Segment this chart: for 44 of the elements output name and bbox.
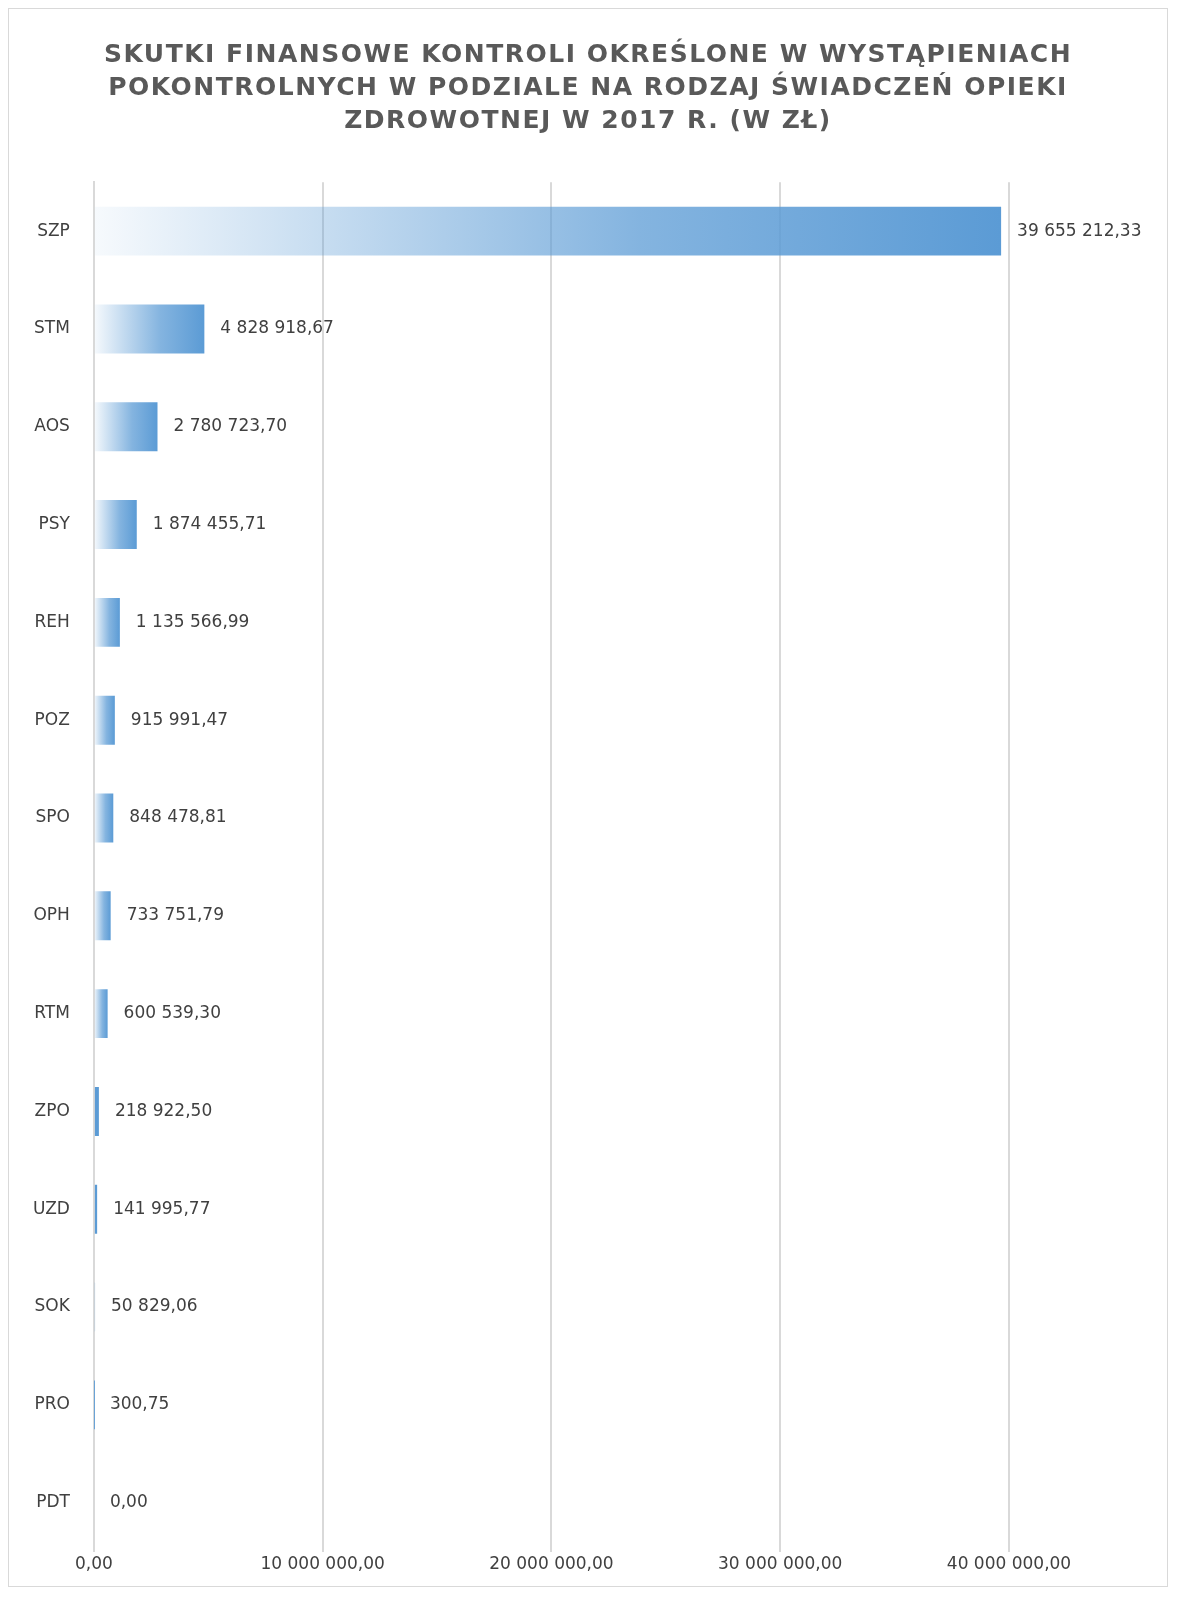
y-tick-label: ZPO	[34, 1099, 70, 1120]
data-label: 4 828 918,67	[220, 317, 334, 338]
y-tick-label: POZ	[34, 708, 70, 729]
x-tick-label: 0,00	[74, 1553, 113, 1574]
y-tick-label: SZP	[37, 219, 70, 240]
data-label: 300,75	[109, 1393, 170, 1414]
bar	[94, 989, 108, 1039]
bar	[94, 304, 205, 354]
data-label: 733 751,79	[126, 904, 225, 925]
x-tick-label: 40 000 000,00	[946, 1553, 1072, 1574]
data-label: 218 922,50	[114, 1099, 213, 1120]
data-label: 0,00	[109, 1491, 148, 1512]
x-tick-label: 30 000 000,00	[718, 1553, 843, 1574]
x-tick-label: 20 000 000,00	[489, 1553, 614, 1574]
data-label: 2 780 723,70	[173, 415, 288, 436]
data-label: 915 991,47	[130, 708, 229, 729]
data-label: 600 539,30	[123, 1002, 221, 1023]
data-label: 1 874 455,71	[152, 512, 267, 533]
data-label: 39 655 212,33	[1017, 219, 1142, 240]
bar	[94, 402, 158, 452]
y-tick-label: REH	[34, 610, 70, 631]
y-tick-label: SOK	[34, 1295, 71, 1316]
y-tick-label: PRO	[34, 1393, 70, 1414]
bar	[94, 793, 114, 843]
bar	[94, 891, 111, 941]
bar	[94, 206, 1002, 256]
y-tick-label: SPO	[35, 806, 70, 827]
y-tick-label: UZD	[32, 1197, 70, 1218]
data-label: 1 135 566,99	[135, 610, 250, 631]
data-label: 848 478,81	[129, 806, 227, 827]
y-tick-label: RTM	[34, 1002, 70, 1023]
y-tick-label: AOS	[34, 415, 70, 436]
chart-title: SKUTKI FINANSOWE KONTROLI OKREŚLONE W WYSTĄPIENIACH POKONTROLNYCH W PODZIALE NA RODZAJ ŚWIADCZEŃ OPIEKI ZDROWOTNEJ W 2017 R. (W ZŁ)	[102, 37, 1074, 136]
bar	[94, 695, 115, 745]
data-label: 141 995,77	[113, 1197, 211, 1218]
y-tick-label: PDT	[36, 1491, 71, 1512]
bar	[94, 500, 137, 549]
y-tick-label: PSY	[38, 512, 71, 533]
x-tick-label: 10 000 000,00	[260, 1553, 385, 1574]
data-label: 50 829,06	[111, 1295, 198, 1316]
y-tick-label: OPH	[33, 904, 70, 925]
bar	[94, 597, 120, 647]
y-tick-label: STM	[34, 317, 70, 338]
bar	[94, 1086, 99, 1136]
